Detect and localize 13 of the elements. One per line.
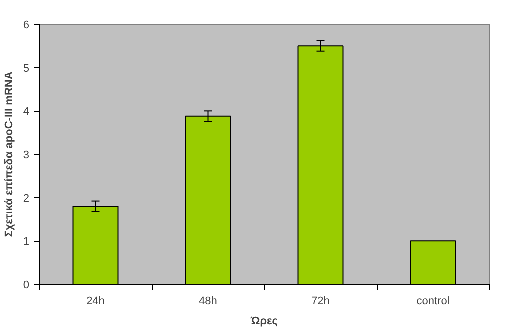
x-axis-title: Ώρες <box>250 316 278 328</box>
x-tick-label: 48h <box>199 296 218 308</box>
y-tick-label: 1 <box>23 236 30 248</box>
y-tick-label: 0 <box>23 280 30 292</box>
x-tick-label: control <box>416 296 450 308</box>
y-tick-label: 5 <box>23 62 30 75</box>
y-tick-label: 4 <box>23 106 30 118</box>
x-tick-label: 24h <box>86 296 105 308</box>
y-axis-title: Σχετικά επίπεδα apoC-III mRNA <box>3 72 16 238</box>
y-tick-label: 2 <box>23 192 30 205</box>
y-tick-label: 6 <box>23 20 30 32</box>
y-tick-label: 3 <box>23 150 30 162</box>
x-tick-label: 72h <box>312 296 330 308</box>
